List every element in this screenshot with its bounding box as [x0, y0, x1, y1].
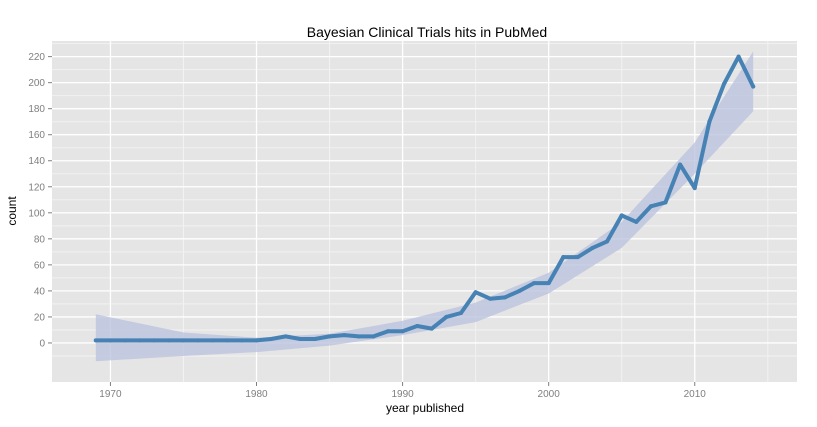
- data-point: [93, 338, 98, 343]
- data-point: [736, 54, 741, 59]
- data-point: [502, 295, 507, 300]
- data-point: [123, 338, 128, 343]
- data-point: [751, 84, 756, 89]
- data-point: [385, 329, 390, 334]
- x-tick-label: 1990: [391, 389, 414, 400]
- smooth-confidence-band: [95, 51, 754, 362]
- data-point: [298, 337, 303, 342]
- y-tick-label: 200: [28, 78, 45, 89]
- data-point: [415, 324, 420, 329]
- data-point: [254, 338, 259, 343]
- y-tick-label: 140: [28, 156, 45, 167]
- chart-title: Bayesian Clinical Trials hits in PubMed: [307, 24, 547, 40]
- grid: [52, 41, 797, 382]
- data-point: [429, 326, 434, 331]
- data-point: [342, 333, 347, 338]
- data-point: [269, 337, 274, 342]
- y-tick-label: 0: [39, 338, 45, 349]
- x-tick-label: 1980: [245, 389, 268, 400]
- x-axis-label: year published: [386, 401, 464, 415]
- x-tick-label: 1970: [99, 389, 122, 400]
- data-point: [663, 200, 668, 205]
- y-tick-label: 220: [28, 52, 45, 63]
- data-point: [707, 119, 712, 124]
- data-point: [444, 314, 449, 319]
- data-point: [692, 186, 697, 191]
- data-point: [473, 290, 478, 295]
- data-point: [561, 255, 566, 260]
- y-tick-label: 160: [28, 130, 45, 141]
- data-point: [517, 288, 522, 293]
- data-point: [210, 338, 215, 343]
- data-point: [371, 334, 376, 339]
- x-tick-label: 2010: [684, 389, 707, 400]
- data-point: [678, 162, 683, 167]
- y-tick-label: 80: [34, 234, 46, 245]
- data-point: [181, 338, 186, 343]
- x-tick-label: 2000: [538, 389, 561, 400]
- data-point: [239, 338, 244, 343]
- series-line: [93, 54, 756, 343]
- y-tick-label: 180: [28, 104, 45, 115]
- data-point: [546, 281, 551, 286]
- data-point: [590, 245, 595, 250]
- y-axis-ticks: 0 20 40 60 80 100 120 140 160 180 200 220: [28, 52, 52, 349]
- data-point: [312, 337, 317, 342]
- data-point: [605, 239, 610, 244]
- data-point: [327, 334, 332, 339]
- x-axis-ticks: 1970 1980 1990 2000 2010: [99, 382, 706, 400]
- data-point: [356, 334, 361, 339]
- data-point: [634, 219, 639, 224]
- data-point: [108, 338, 113, 343]
- data-point: [575, 255, 580, 260]
- data-point: [459, 311, 464, 316]
- data-points: [93, 54, 756, 343]
- y-tick-label: 60: [34, 260, 46, 271]
- data-point: [283, 334, 288, 339]
- data-point: [721, 81, 726, 86]
- data-point: [619, 213, 624, 218]
- data-point: [225, 338, 230, 343]
- data-point: [152, 338, 157, 343]
- data-point: [488, 296, 493, 301]
- y-tick-label: 20: [34, 312, 46, 323]
- y-axis-label: count: [5, 196, 19, 226]
- data-point: [196, 338, 201, 343]
- y-tick-label: 40: [34, 286, 46, 297]
- y-tick-label: 120: [28, 182, 45, 193]
- data-point: [532, 281, 537, 286]
- y-tick-label: 100: [28, 208, 45, 219]
- data-point: [166, 338, 171, 343]
- data-point: [400, 329, 405, 334]
- data-point: [137, 338, 142, 343]
- data-point: [648, 204, 653, 209]
